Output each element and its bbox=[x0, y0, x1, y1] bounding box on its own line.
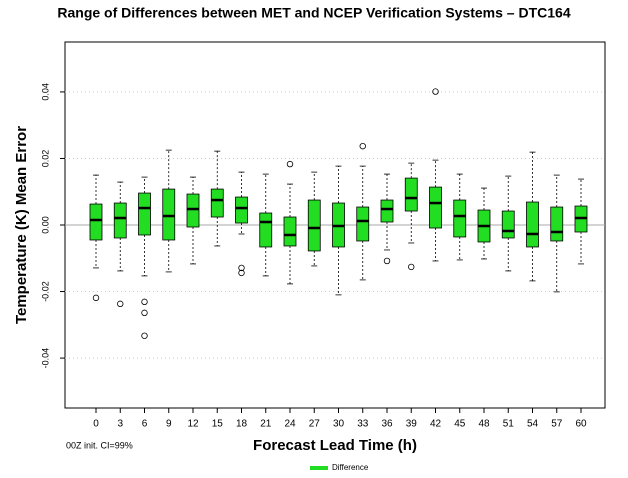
outlier bbox=[383, 257, 391, 265]
x-tick-label: 33 bbox=[357, 419, 369, 430]
x-tick-label: 24 bbox=[284, 419, 296, 430]
outlier bbox=[432, 88, 439, 95]
box bbox=[259, 212, 273, 248]
outlier bbox=[92, 294, 100, 302]
x-tick-label: 36 bbox=[381, 419, 393, 430]
x-tick-label: 9 bbox=[166, 419, 172, 430]
x-tick-label: 6 bbox=[142, 419, 148, 430]
legend-label: Difference bbox=[332, 463, 369, 472]
outlier bbox=[286, 160, 294, 168]
box bbox=[283, 216, 297, 247]
note: 00Z init. CI=99% bbox=[66, 440, 133, 450]
box bbox=[235, 196, 248, 224]
y-tick-label: 0.04 bbox=[40, 83, 50, 101]
box bbox=[550, 206, 564, 242]
x-axis-label: Forecast Lead Time (h) bbox=[253, 437, 417, 454]
y-tick-label: 0.00 bbox=[40, 216, 50, 234]
outlier bbox=[408, 263, 415, 271]
x-tick-label: 0 bbox=[93, 419, 99, 430]
x-tick-label: 51 bbox=[503, 419, 515, 430]
box bbox=[429, 186, 442, 229]
box bbox=[404, 177, 418, 212]
box bbox=[501, 210, 515, 239]
outlier bbox=[141, 332, 148, 339]
y-tick-label: -0.04 bbox=[40, 348, 50, 369]
x-tick-label: 45 bbox=[454, 419, 466, 430]
x-tick-label: 21 bbox=[260, 419, 272, 430]
box bbox=[526, 201, 539, 248]
box bbox=[307, 199, 321, 252]
box bbox=[186, 193, 200, 228]
x-tick-label: 18 bbox=[236, 419, 248, 430]
x-tick-label: 42 bbox=[430, 419, 442, 430]
x-tick-label: 27 bbox=[309, 419, 321, 430]
outlier bbox=[238, 269, 245, 277]
box bbox=[380, 199, 394, 223]
y-tick-label: -0.02 bbox=[40, 281, 50, 302]
x-tick-label: 3 bbox=[117, 419, 123, 430]
chart-title: Range of Differences between MET and NCE… bbox=[57, 5, 570, 21]
x-tick-label: 48 bbox=[478, 419, 490, 430]
x-tick-label: 12 bbox=[187, 419, 199, 430]
box bbox=[162, 188, 176, 241]
outlier bbox=[141, 298, 148, 306]
x-tick-label: 54 bbox=[527, 419, 539, 430]
box bbox=[210, 188, 224, 218]
box bbox=[356, 206, 370, 242]
y-tick-label: 0.02 bbox=[40, 150, 50, 168]
outlier bbox=[117, 300, 124, 308]
x-tick-label: 60 bbox=[575, 419, 587, 430]
box bbox=[453, 199, 467, 238]
box bbox=[89, 203, 103, 241]
x-tick-label: 39 bbox=[406, 419, 418, 430]
outlier bbox=[238, 264, 245, 272]
x-tick-label: 30 bbox=[333, 419, 345, 430]
box bbox=[113, 202, 127, 239]
x-tick-label: 57 bbox=[551, 419, 563, 430]
box bbox=[138, 192, 151, 236]
x-tick-label: 15 bbox=[212, 419, 224, 430]
outlier bbox=[359, 142, 366, 150]
outlier bbox=[141, 309, 148, 317]
y-axis-label: Temperature (K) Mean Error bbox=[13, 126, 30, 324]
